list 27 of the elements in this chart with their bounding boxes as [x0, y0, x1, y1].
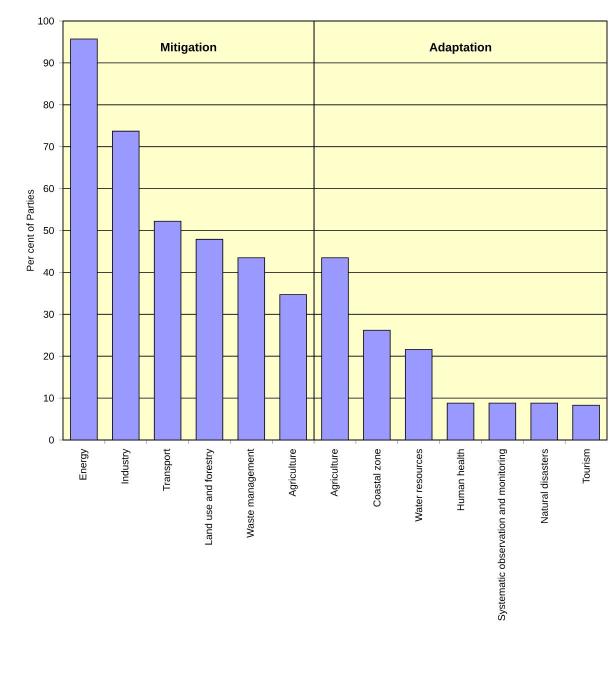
band-label: Mitigation	[161, 42, 216, 54]
x-tick-label: Agriculture	[330, 449, 340, 496]
x-tick-label: Human health	[456, 449, 464, 510]
y-axis-title: Per cent of Parties	[26, 190, 34, 271]
x-tick-label: Natural disasters	[540, 449, 548, 523]
y-tick-label: 90	[44, 59, 54, 66]
y-tick-label: 60	[44, 185, 54, 192]
y-tick-label: 20	[44, 352, 54, 360]
y-tick-label: 30	[44, 310, 54, 318]
y-tick-label: 0	[49, 436, 54, 444]
y-tick-label: 80	[44, 101, 54, 108]
y-tick-label: 40	[43, 268, 54, 276]
y-tick-label: 50	[44, 226, 54, 234]
band-label: Adaptation	[430, 42, 492, 54]
x-tick-label: Systematic observation and monitoring	[498, 449, 508, 621]
x-tick-label: Industry	[121, 448, 130, 484]
x-tick-label: Waste management	[246, 448, 256, 538]
x-tick-label: Transport	[163, 448, 172, 491]
x-tick-label: Water resources	[415, 449, 422, 522]
y-tick-label: 10	[44, 394, 54, 402]
x-tick-label: Land use and forestry	[204, 448, 214, 545]
x-tick-label: Energy	[79, 448, 88, 480]
x-tick-label: Tourism	[582, 449, 590, 484]
y-tick-label: 100	[38, 17, 54, 25]
x-tick-label: Coastal zone	[373, 449, 381, 507]
x-tick-label: Agriculture	[288, 449, 298, 496]
y-tick-label: 70	[44, 143, 54, 150]
